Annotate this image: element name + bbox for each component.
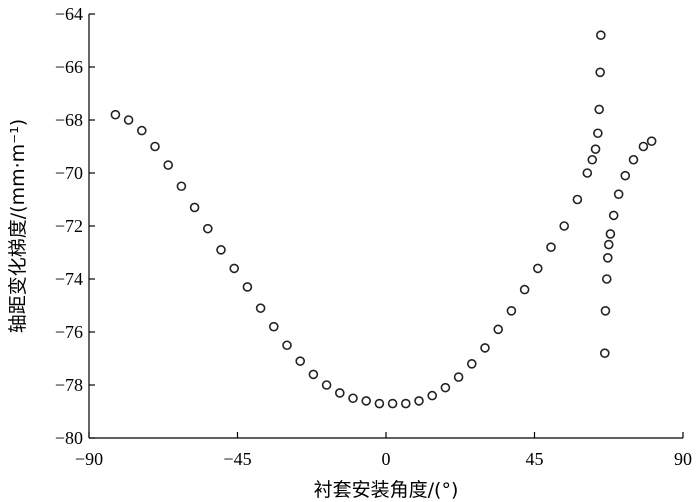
data-point — [348, 393, 358, 404]
data-point — [603, 239, 614, 250]
data-point — [572, 194, 583, 205]
data-point — [595, 67, 605, 78]
data-point — [427, 390, 438, 401]
data-point — [295, 356, 306, 366]
data-point — [532, 263, 543, 274]
data-point — [229, 263, 239, 274]
data-point — [596, 30, 606, 41]
data-point — [361, 396, 372, 406]
data-point — [453, 372, 464, 382]
data-point — [506, 305, 517, 316]
y-tick-label: −68 — [55, 110, 83, 130]
x-tick-label: −90 — [75, 449, 103, 469]
y-ticks: −80 −78 −76 −74 −72 −70 −68 −66 −64 — [55, 4, 95, 448]
data-point — [593, 128, 603, 139]
data-point — [282, 340, 292, 351]
data-point — [638, 141, 649, 152]
data-point — [176, 181, 187, 192]
data-point — [608, 210, 619, 221]
data-point — [440, 382, 451, 393]
data-point — [150, 141, 160, 152]
data-point — [466, 358, 477, 369]
data-point — [605, 229, 616, 239]
y-tick-label: −66 — [55, 57, 83, 77]
data-point — [620, 170, 631, 181]
x-tick-label: 0 — [382, 449, 391, 469]
x-axis-title: 衬套安装角度/(°) — [314, 479, 459, 501]
data-point — [600, 305, 611, 316]
x-tick-label: −45 — [223, 449, 251, 469]
data-point — [387, 398, 398, 409]
data-point — [590, 144, 601, 154]
data-point — [242, 282, 253, 292]
y-tick-label: −70 — [55, 163, 83, 183]
data-point — [123, 115, 134, 125]
data-point — [321, 380, 332, 390]
data-point — [268, 321, 279, 332]
data-point — [594, 104, 604, 115]
y-tick-label: −74 — [55, 269, 83, 289]
data-point — [602, 252, 613, 263]
data-point — [582, 168, 593, 178]
data-point — [203, 223, 213, 234]
data-point — [519, 284, 530, 295]
data-point — [163, 160, 173, 170]
y-tick-label: −76 — [55, 322, 83, 342]
data-points — [110, 30, 657, 409]
data-point — [480, 343, 490, 353]
data-point — [613, 189, 624, 199]
data-point — [334, 388, 345, 398]
data-point — [493, 324, 504, 335]
data-point — [546, 242, 556, 252]
data-point — [400, 398, 411, 409]
axes — [88, 14, 683, 439]
data-point — [601, 274, 612, 284]
data-point — [374, 398, 385, 409]
data-point — [646, 136, 657, 146]
data-point — [216, 245, 226, 255]
data-point — [559, 221, 570, 231]
data-point — [308, 369, 319, 380]
y-tick-label: −72 — [55, 216, 83, 236]
data-point — [189, 202, 200, 213]
y-tick-label: −64 — [55, 4, 83, 24]
data-point — [110, 109, 121, 120]
x-tick-label: 45 — [526, 449, 544, 469]
x-tick-label: 90 — [674, 449, 692, 469]
data-point — [599, 348, 610, 359]
data-point — [587, 154, 598, 165]
data-point — [255, 303, 266, 313]
y-axis-title: 轴距变化梯度/(mm·m⁻¹) — [7, 119, 29, 333]
data-point — [137, 125, 147, 136]
data-point — [414, 396, 424, 406]
y-tick-label: −80 — [55, 428, 83, 448]
y-tick-label: −78 — [55, 375, 83, 395]
x-ticks: −90 −45 0 45 90 — [75, 432, 692, 469]
data-point — [628, 154, 639, 165]
